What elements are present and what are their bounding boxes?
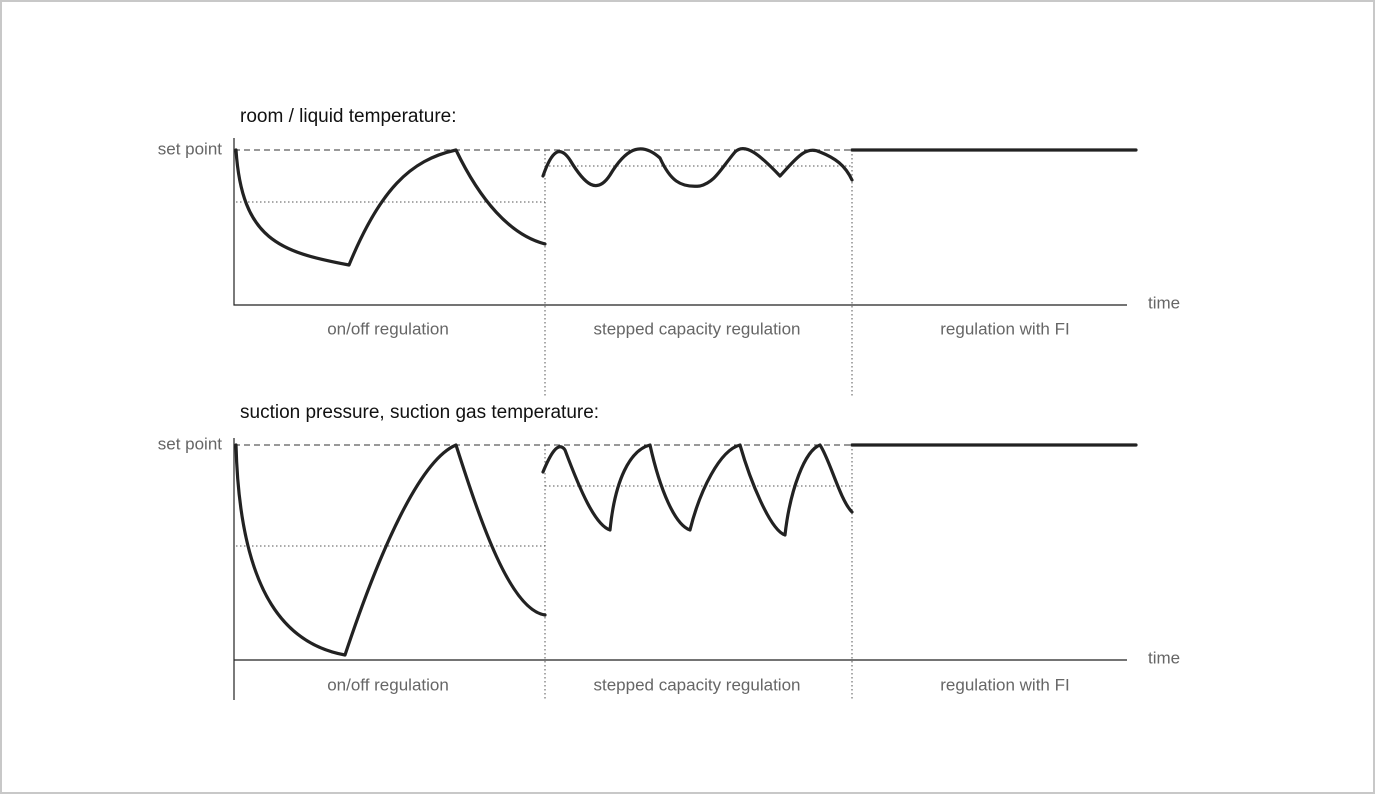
on-off-curve [234,148,547,267]
average-line [236,485,852,547]
y-label: set point [158,139,223,158]
x-label: time [1148,293,1180,312]
average-line [236,165,852,203]
stepped-curve [541,443,854,537]
region-label: on/off regulation [327,319,449,338]
panel: room / liquid temperature: set point tim… [158,106,1180,397]
region-label: stepped capacity regulation [594,319,801,338]
on-off-curve [234,443,547,657]
region-label: regulation with FI [940,319,1069,338]
panel: suction pressure, suction gas temperatur… [158,402,1180,700]
panel-title: suction pressure, suction gas temperatur… [240,402,599,423]
region-label: on/off regulation [327,675,449,694]
region-label: stepped capacity regulation [594,675,801,694]
y-label: set point [158,434,223,453]
axes [233,438,1127,700]
region-divider [544,445,853,700]
region-label: regulation with FI [940,675,1069,694]
axes [233,138,1127,306]
region-divider [544,150,853,397]
panel-title: room / liquid temperature: [240,106,457,127]
x-label: time [1148,648,1180,667]
stepped-curve [541,146,854,188]
